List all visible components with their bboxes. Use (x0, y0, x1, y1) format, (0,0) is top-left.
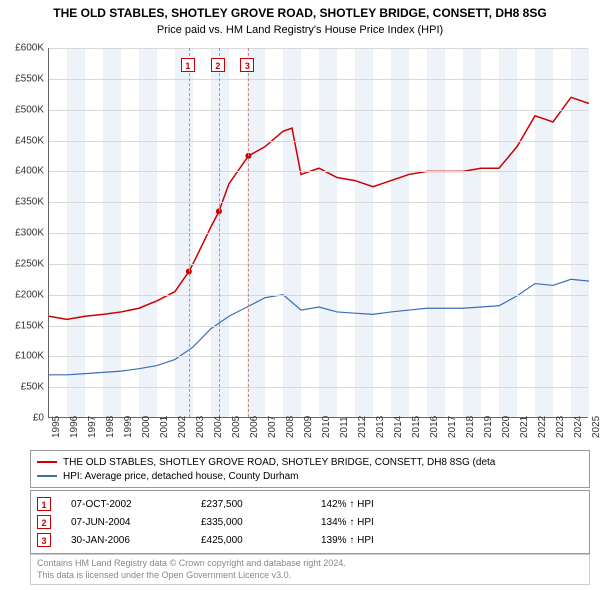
xtick-label: 2023 (555, 416, 566, 438)
footnote-line: This data is licensed under the Open Gov… (37, 570, 583, 582)
chart-title: THE OLD STABLES, SHOTLEY GROVE ROAD, SHO… (0, 0, 600, 22)
ytick-label: £400K (15, 166, 44, 177)
xtick-label: 2021 (519, 416, 530, 438)
gridline (49, 79, 588, 80)
xtick-label: 2015 (411, 416, 422, 438)
sale-row-marker: 1 (37, 497, 51, 511)
gridline (49, 202, 588, 203)
xtick-label: 2001 (159, 416, 170, 438)
gridline (49, 356, 588, 357)
xtick-label: 2008 (285, 416, 296, 438)
gridline (49, 326, 588, 327)
sale-price: £237,500 (201, 499, 301, 510)
xtick-label: 2007 (267, 416, 278, 438)
xtick-label: 2003 (195, 416, 206, 438)
ytick-label: £450K (15, 135, 44, 146)
xtick-label: 2019 (483, 416, 494, 438)
gridline (49, 295, 588, 296)
sale-row-marker: 3 (37, 533, 51, 547)
xtick-label: 2004 (213, 416, 224, 438)
ytick-label: £250K (15, 258, 44, 269)
gridline (49, 110, 588, 111)
ytick-label: £300K (15, 228, 44, 239)
xtick-label: 2018 (465, 416, 476, 438)
series-property (49, 97, 589, 319)
legend-row: HPI: Average price, detached house, Coun… (37, 469, 583, 483)
sale-marker-line (189, 48, 190, 417)
legend-swatch-property (37, 461, 57, 463)
legend-label-hpi: HPI: Average price, detached house, Coun… (63, 471, 299, 482)
xtick-label: 2013 (375, 416, 386, 438)
sale-date: 07-JUN-2004 (71, 517, 181, 528)
sale-marker-line (248, 48, 249, 417)
sale-pct: 142% ↑ HPI (321, 499, 441, 510)
plot-area (48, 48, 588, 418)
ytick-label: £150K (15, 320, 44, 331)
sales-table: 1 07-OCT-2002 £237,500 142% ↑ HPI 2 07-JUN-20… (30, 490, 590, 554)
ytick-label: £350K (15, 197, 44, 208)
xtick-label: 1997 (87, 416, 98, 438)
gridline (49, 233, 588, 234)
ytick-label: £50K (21, 382, 44, 393)
ytick-label: £0 (33, 413, 44, 424)
legend-label-property: THE OLD STABLES, SHOTLEY GROVE ROAD, SHO… (63, 457, 495, 468)
ytick-label: £600K (15, 43, 44, 54)
sale-price: £425,000 (201, 535, 301, 546)
sale-marker-box: 2 (211, 58, 225, 72)
xtick-label: 2005 (231, 416, 242, 438)
sale-pct: 139% ↑ HPI (321, 535, 441, 546)
legend-swatch-hpi (37, 475, 57, 477)
xtick-label: 2016 (429, 416, 440, 438)
xtick-label: 2017 (447, 416, 458, 438)
ytick-label: £500K (15, 104, 44, 115)
chart-container: { "title": "THE OLD STABLES, SHOTLEY GRO… (0, 0, 600, 590)
xtick-label: 2022 (537, 416, 548, 438)
legend-row: THE OLD STABLES, SHOTLEY GROVE ROAD, SHO… (37, 455, 583, 469)
ytick-label: £100K (15, 351, 44, 362)
ytick-label: £550K (15, 73, 44, 84)
gridline (49, 171, 588, 172)
xtick-label: 2014 (393, 416, 404, 438)
xtick-label: 2011 (339, 416, 350, 438)
xtick-label: 2006 (249, 416, 260, 438)
footnote: Contains HM Land Registry data © Crown c… (30, 554, 590, 585)
xtick-label: 2002 (177, 416, 188, 438)
xtick-label: 1998 (105, 416, 116, 438)
xtick-label: 1996 (69, 416, 80, 438)
sale-row-marker: 2 (37, 515, 51, 529)
sale-marker-line (219, 48, 220, 417)
xtick-label: 2000 (141, 416, 152, 438)
gridline (49, 264, 588, 265)
xtick-label: 2020 (501, 416, 512, 438)
xtick-label: 1999 (123, 416, 134, 438)
xtick-label: 2024 (573, 416, 584, 438)
sale-marker-box: 1 (181, 58, 195, 72)
ytick-label: £200K (15, 289, 44, 300)
xtick-label: 1995 (51, 416, 62, 438)
chart-subtitle: Price paid vs. HM Land Registry's House … (0, 22, 600, 36)
footnote-line: Contains HM Land Registry data © Crown c… (37, 558, 583, 570)
gridline (49, 48, 588, 49)
sale-marker-box: 3 (240, 58, 254, 72)
gridline (49, 387, 588, 388)
legend: THE OLD STABLES, SHOTLEY GROVE ROAD, SHO… (30, 450, 590, 488)
series-hpi (49, 279, 589, 375)
xtick-label: 2010 (321, 416, 332, 438)
xtick-label: 2009 (303, 416, 314, 438)
sale-pct: 134% ↑ HPI (321, 517, 441, 528)
sale-row: 2 07-JUN-2004 £335,000 134% ↑ HPI (37, 513, 583, 531)
xtick-label: 2025 (591, 416, 600, 438)
sale-row: 1 07-OCT-2002 £237,500 142% ↑ HPI (37, 495, 583, 513)
sale-price: £335,000 (201, 517, 301, 528)
gridline (49, 141, 588, 142)
sale-date: 30-JAN-2006 (71, 535, 181, 546)
xtick-label: 2012 (357, 416, 368, 438)
sale-row: 3 30-JAN-2006 £425,000 139% ↑ HPI (37, 531, 583, 549)
sale-date: 07-OCT-2002 (71, 499, 181, 510)
